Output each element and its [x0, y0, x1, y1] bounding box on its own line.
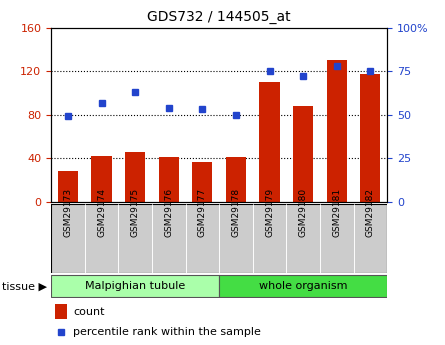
Bar [85, 204, 118, 273]
Bar [219, 275, 387, 297]
Text: GSM29176: GSM29176 [164, 188, 173, 237]
Bar [55, 304, 67, 319]
Text: count: count [73, 307, 105, 317]
Text: whole organism: whole organism [259, 282, 348, 291]
Bar [259, 82, 279, 202]
Bar [226, 157, 246, 202]
Text: GSM29174: GSM29174 [97, 188, 106, 237]
Bar [320, 204, 354, 273]
Bar [293, 106, 313, 202]
Bar [327, 60, 347, 202]
Bar [360, 75, 380, 202]
Bar [253, 204, 287, 273]
Bar [287, 204, 320, 273]
Bar [125, 152, 145, 202]
Bar [118, 204, 152, 273]
Text: GSM29180: GSM29180 [299, 188, 307, 237]
Bar [159, 157, 179, 202]
Text: tissue ▶: tissue ▶ [2, 282, 47, 291]
Bar [51, 204, 85, 273]
Text: GSM29177: GSM29177 [198, 188, 207, 237]
Text: GSM29178: GSM29178 [231, 188, 240, 237]
Text: GSM29175: GSM29175 [131, 188, 140, 237]
Text: Malpighian tubule: Malpighian tubule [85, 282, 185, 291]
Title: GDS732 / 144505_at: GDS732 / 144505_at [147, 10, 291, 24]
Bar [51, 275, 219, 297]
Text: percentile rank within the sample: percentile rank within the sample [73, 327, 261, 337]
Bar [219, 204, 253, 273]
Bar [192, 161, 212, 202]
Bar [92, 156, 112, 202]
Text: GSM29182: GSM29182 [366, 188, 375, 237]
Text: GSM29181: GSM29181 [332, 188, 341, 237]
Bar [152, 204, 186, 273]
Text: GSM29173: GSM29173 [64, 188, 73, 237]
Text: GSM29179: GSM29179 [265, 188, 274, 237]
Bar [58, 171, 78, 202]
Bar [186, 204, 219, 273]
Bar [353, 204, 387, 273]
